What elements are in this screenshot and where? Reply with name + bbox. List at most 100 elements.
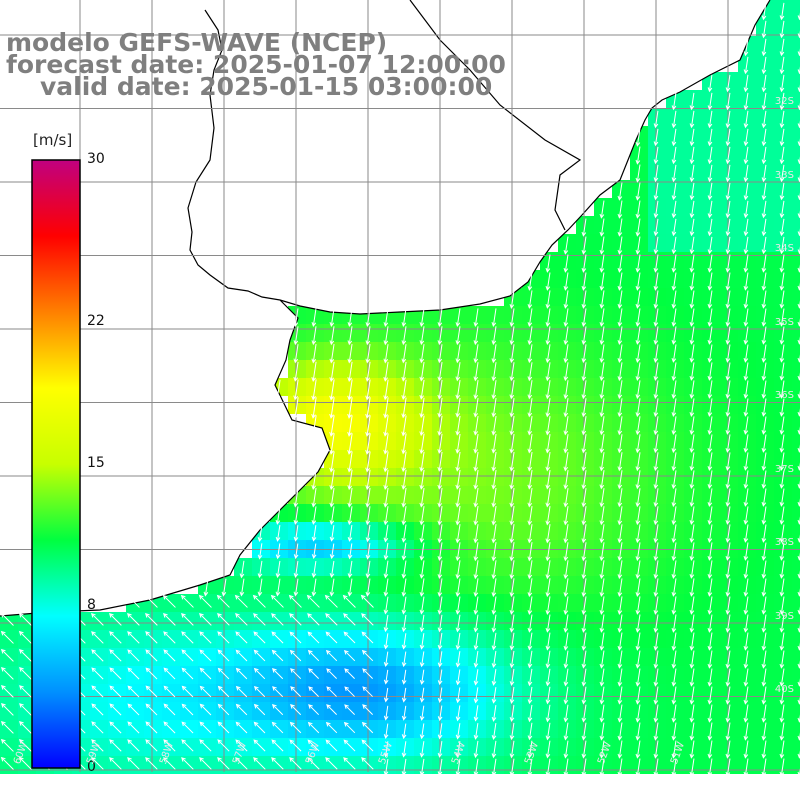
wind-vector-arrow xyxy=(217,667,230,680)
wind-vector-arrow xyxy=(581,506,587,526)
wind-vector-arrow xyxy=(563,596,569,615)
wind-vector-arrow xyxy=(419,596,425,615)
wind-vector-arrow xyxy=(235,649,248,662)
wind-vector-arrow xyxy=(109,721,122,734)
wind-vector-arrow xyxy=(91,685,104,698)
wind-vector-arrow xyxy=(109,667,122,680)
wind-vector-arrow xyxy=(617,470,623,490)
wind-vector-arrow xyxy=(707,614,713,633)
wind-vector-arrow xyxy=(563,380,569,400)
wind-vector-arrow xyxy=(324,594,338,608)
wind-vector-arrow xyxy=(344,668,355,679)
wind-vector-arrow xyxy=(527,434,533,454)
wind-vector-arrow xyxy=(473,632,479,651)
wind-vector-arrow xyxy=(365,379,371,401)
wind-vector-arrow xyxy=(707,92,713,111)
wind-vector-arrow xyxy=(509,290,515,309)
wind-vector-arrow xyxy=(635,488,641,508)
wind-vector-arrow xyxy=(635,362,641,382)
wind-vector-arrow xyxy=(329,433,335,455)
wind-vector-arrow xyxy=(545,650,551,669)
wind-vector-arrow xyxy=(163,649,176,662)
wind-vector-arrow xyxy=(473,542,479,562)
wind-vector-arrow xyxy=(743,146,749,165)
wind-vector-arrow xyxy=(0,666,14,680)
wind-vector-arrow xyxy=(419,506,425,526)
wind-vector-arrow xyxy=(563,704,569,723)
wind-vector-arrow xyxy=(293,308,299,327)
wind-vector-arrow xyxy=(383,379,389,401)
wind-vector-arrow xyxy=(527,344,533,364)
wind-vector-arrow xyxy=(635,434,641,454)
wind-vector-arrow xyxy=(761,650,767,669)
wind-vector-arrow xyxy=(473,705,479,722)
wind-vector-arrow xyxy=(527,650,533,669)
colorbar-unit: [m/s] xyxy=(33,131,73,149)
wind-vector-arrow xyxy=(689,632,695,651)
wind-vector-arrow xyxy=(455,669,461,686)
wind-vector-arrow xyxy=(509,560,515,580)
wind-vector-arrow xyxy=(779,434,785,453)
wind-vector-arrow xyxy=(401,379,407,401)
wind-vector-arrow xyxy=(217,649,230,662)
wind-vector-arrow xyxy=(635,524,641,544)
wind-vector-arrow xyxy=(671,200,677,219)
wind-vector-arrow xyxy=(509,632,515,651)
wind-vector-arrow xyxy=(383,741,389,758)
wind-vector-arrow xyxy=(473,723,479,740)
wind-vector-arrow xyxy=(689,110,695,129)
wind-vector-arrow xyxy=(455,632,461,651)
wind-vector-arrow xyxy=(725,272,731,291)
wind-vector-arrow xyxy=(91,631,104,644)
wind-vector-arrow xyxy=(671,380,677,399)
wind-vector-arrow xyxy=(293,361,299,382)
wind-vector-arrow xyxy=(109,649,122,662)
wind-vector-arrow xyxy=(563,344,569,364)
wind-vector-arrow xyxy=(325,757,338,770)
wind-vector-arrow xyxy=(779,236,785,255)
wind-vector-arrow xyxy=(599,632,605,651)
wind-vector-arrow xyxy=(743,254,749,273)
wind-vector-arrow xyxy=(689,542,695,561)
wind-vector-arrow xyxy=(473,506,479,526)
wind-vector-arrow xyxy=(509,704,515,723)
wind-vector-arrow xyxy=(91,649,104,662)
wind-vector-arrow xyxy=(635,614,641,633)
wind-vector-arrow xyxy=(725,596,731,615)
wind-vector-arrow xyxy=(617,560,623,580)
wind-vector-arrow xyxy=(491,632,497,651)
wind-vector-arrow xyxy=(347,487,353,508)
wind-vector-arrow xyxy=(437,415,443,436)
wind-vector-arrow xyxy=(635,704,641,723)
wind-vector-arrow xyxy=(199,685,212,698)
wind-vector-arrow xyxy=(761,308,767,327)
wind-vector-arrow xyxy=(689,92,695,111)
wind-vector-arrow xyxy=(235,739,248,752)
wind-vector-arrow xyxy=(563,578,569,598)
wind-speed-cell xyxy=(792,324,800,342)
wind-vector-arrow xyxy=(671,326,677,345)
wind-vector-arrow xyxy=(707,272,713,291)
wind-vector-arrow xyxy=(581,236,587,255)
wind-vector-arrow xyxy=(401,433,407,455)
wind-vector-arrow xyxy=(563,758,569,777)
wind-vector-arrow xyxy=(779,668,785,687)
wind-vector-arrow xyxy=(365,524,371,543)
wind-vector-arrow xyxy=(199,703,212,716)
wind-speed-cell xyxy=(792,432,800,450)
wind-vector-arrow xyxy=(617,218,623,237)
wind-vector-arrow xyxy=(599,668,605,687)
wind-vector-arrow xyxy=(221,578,227,597)
wind-vector-arrow xyxy=(581,596,587,615)
wind-vector-arrow xyxy=(689,578,695,597)
wind-vector-arrow xyxy=(257,578,263,597)
wind-vector-arrow xyxy=(743,686,749,705)
wind-vector-arrow xyxy=(401,758,407,777)
wind-vector-arrow xyxy=(365,308,371,328)
wind-vector-arrow xyxy=(707,632,713,651)
wind-vector-arrow xyxy=(599,290,605,309)
wind-vector-arrow xyxy=(383,560,389,579)
wind-vector-arrow xyxy=(581,542,587,562)
wind-vector-arrow xyxy=(527,578,533,598)
wind-vector-arrow xyxy=(761,542,767,561)
